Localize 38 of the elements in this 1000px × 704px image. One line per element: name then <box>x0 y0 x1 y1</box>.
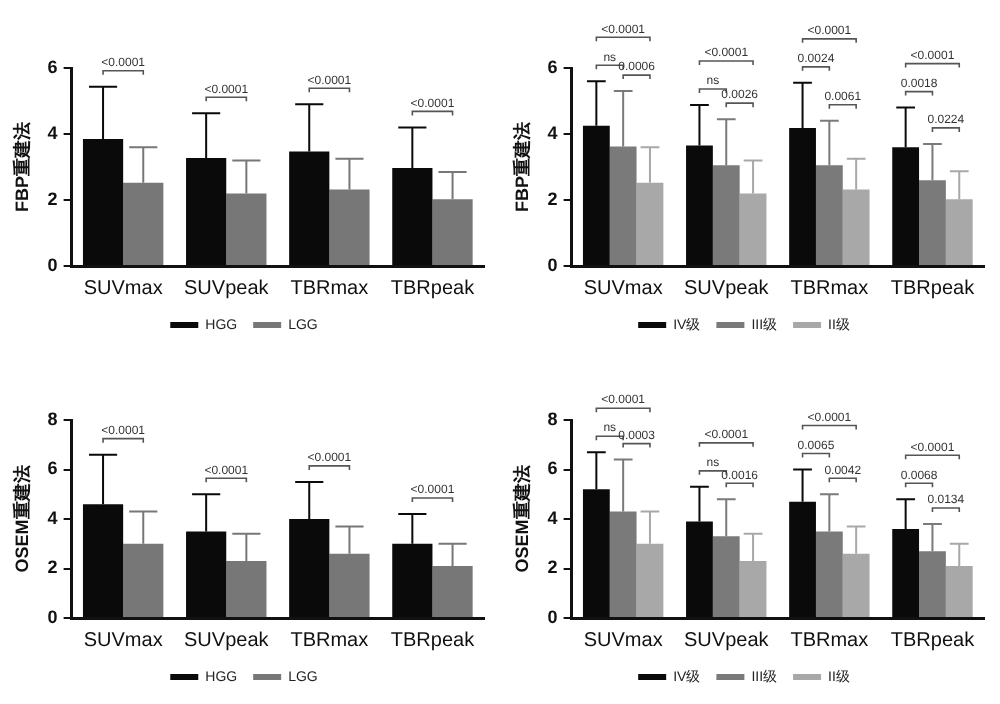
y-axis-title: FBP重建法 <box>511 122 532 212</box>
y-tick-label: 4 <box>47 122 58 143</box>
y-tick-label: 4 <box>47 507 58 528</box>
x-tick-label: TBRmax <box>290 629 369 652</box>
x-tick-label: SUVmax <box>583 277 663 300</box>
y-tick-label: 6 <box>47 458 58 479</box>
y-tick-label: 2 <box>47 557 58 578</box>
y-tick-label: 4 <box>547 122 558 143</box>
y-axis-title: FBP重建法 <box>11 122 32 212</box>
y-tick-label: 6 <box>547 458 558 479</box>
x-tick-label: TBRmax <box>790 629 869 652</box>
y-tick-label: 2 <box>547 557 558 578</box>
x-tick-label: SUVpeak <box>184 629 271 652</box>
y-tick-label: 6 <box>47 56 58 77</box>
x-tick-label: TBRpeak <box>390 629 477 652</box>
y-axis-title: OSEM重建法 <box>511 465 532 573</box>
x-tick-label: SUVpeak <box>184 277 271 300</box>
y-tick-label: 0 <box>547 254 558 275</box>
y-tick-label: 2 <box>547 188 558 209</box>
x-tick-label: TBRmax <box>290 277 369 300</box>
y-tick-label: 2 <box>47 188 58 209</box>
x-tick-label: TBRpeak <box>890 629 977 652</box>
y-tick-label: 8 <box>47 408 58 429</box>
x-tick-label: SUVmax <box>83 629 163 652</box>
x-tick-label: SUVmax <box>583 629 663 652</box>
y-tick-label: 0 <box>47 254 58 275</box>
y-tick-label: 6 <box>547 56 558 77</box>
x-tick-label: SUVpeak <box>684 629 771 652</box>
y-tick-label: 0 <box>547 606 558 627</box>
x-tick-label: SUVpeak <box>684 277 771 300</box>
y-tick-label: 4 <box>547 507 558 528</box>
x-tick-label: TBRmax <box>790 277 869 300</box>
x-tick-label: TBRpeak <box>390 277 477 300</box>
y-tick-label: 8 <box>547 408 558 429</box>
x-tick-label: SUVmax <box>83 277 163 300</box>
y-tick-label: 0 <box>47 606 58 627</box>
y-axis-title: OSEM重建法 <box>11 465 32 573</box>
x-tick-label: TBRpeak <box>890 277 977 300</box>
